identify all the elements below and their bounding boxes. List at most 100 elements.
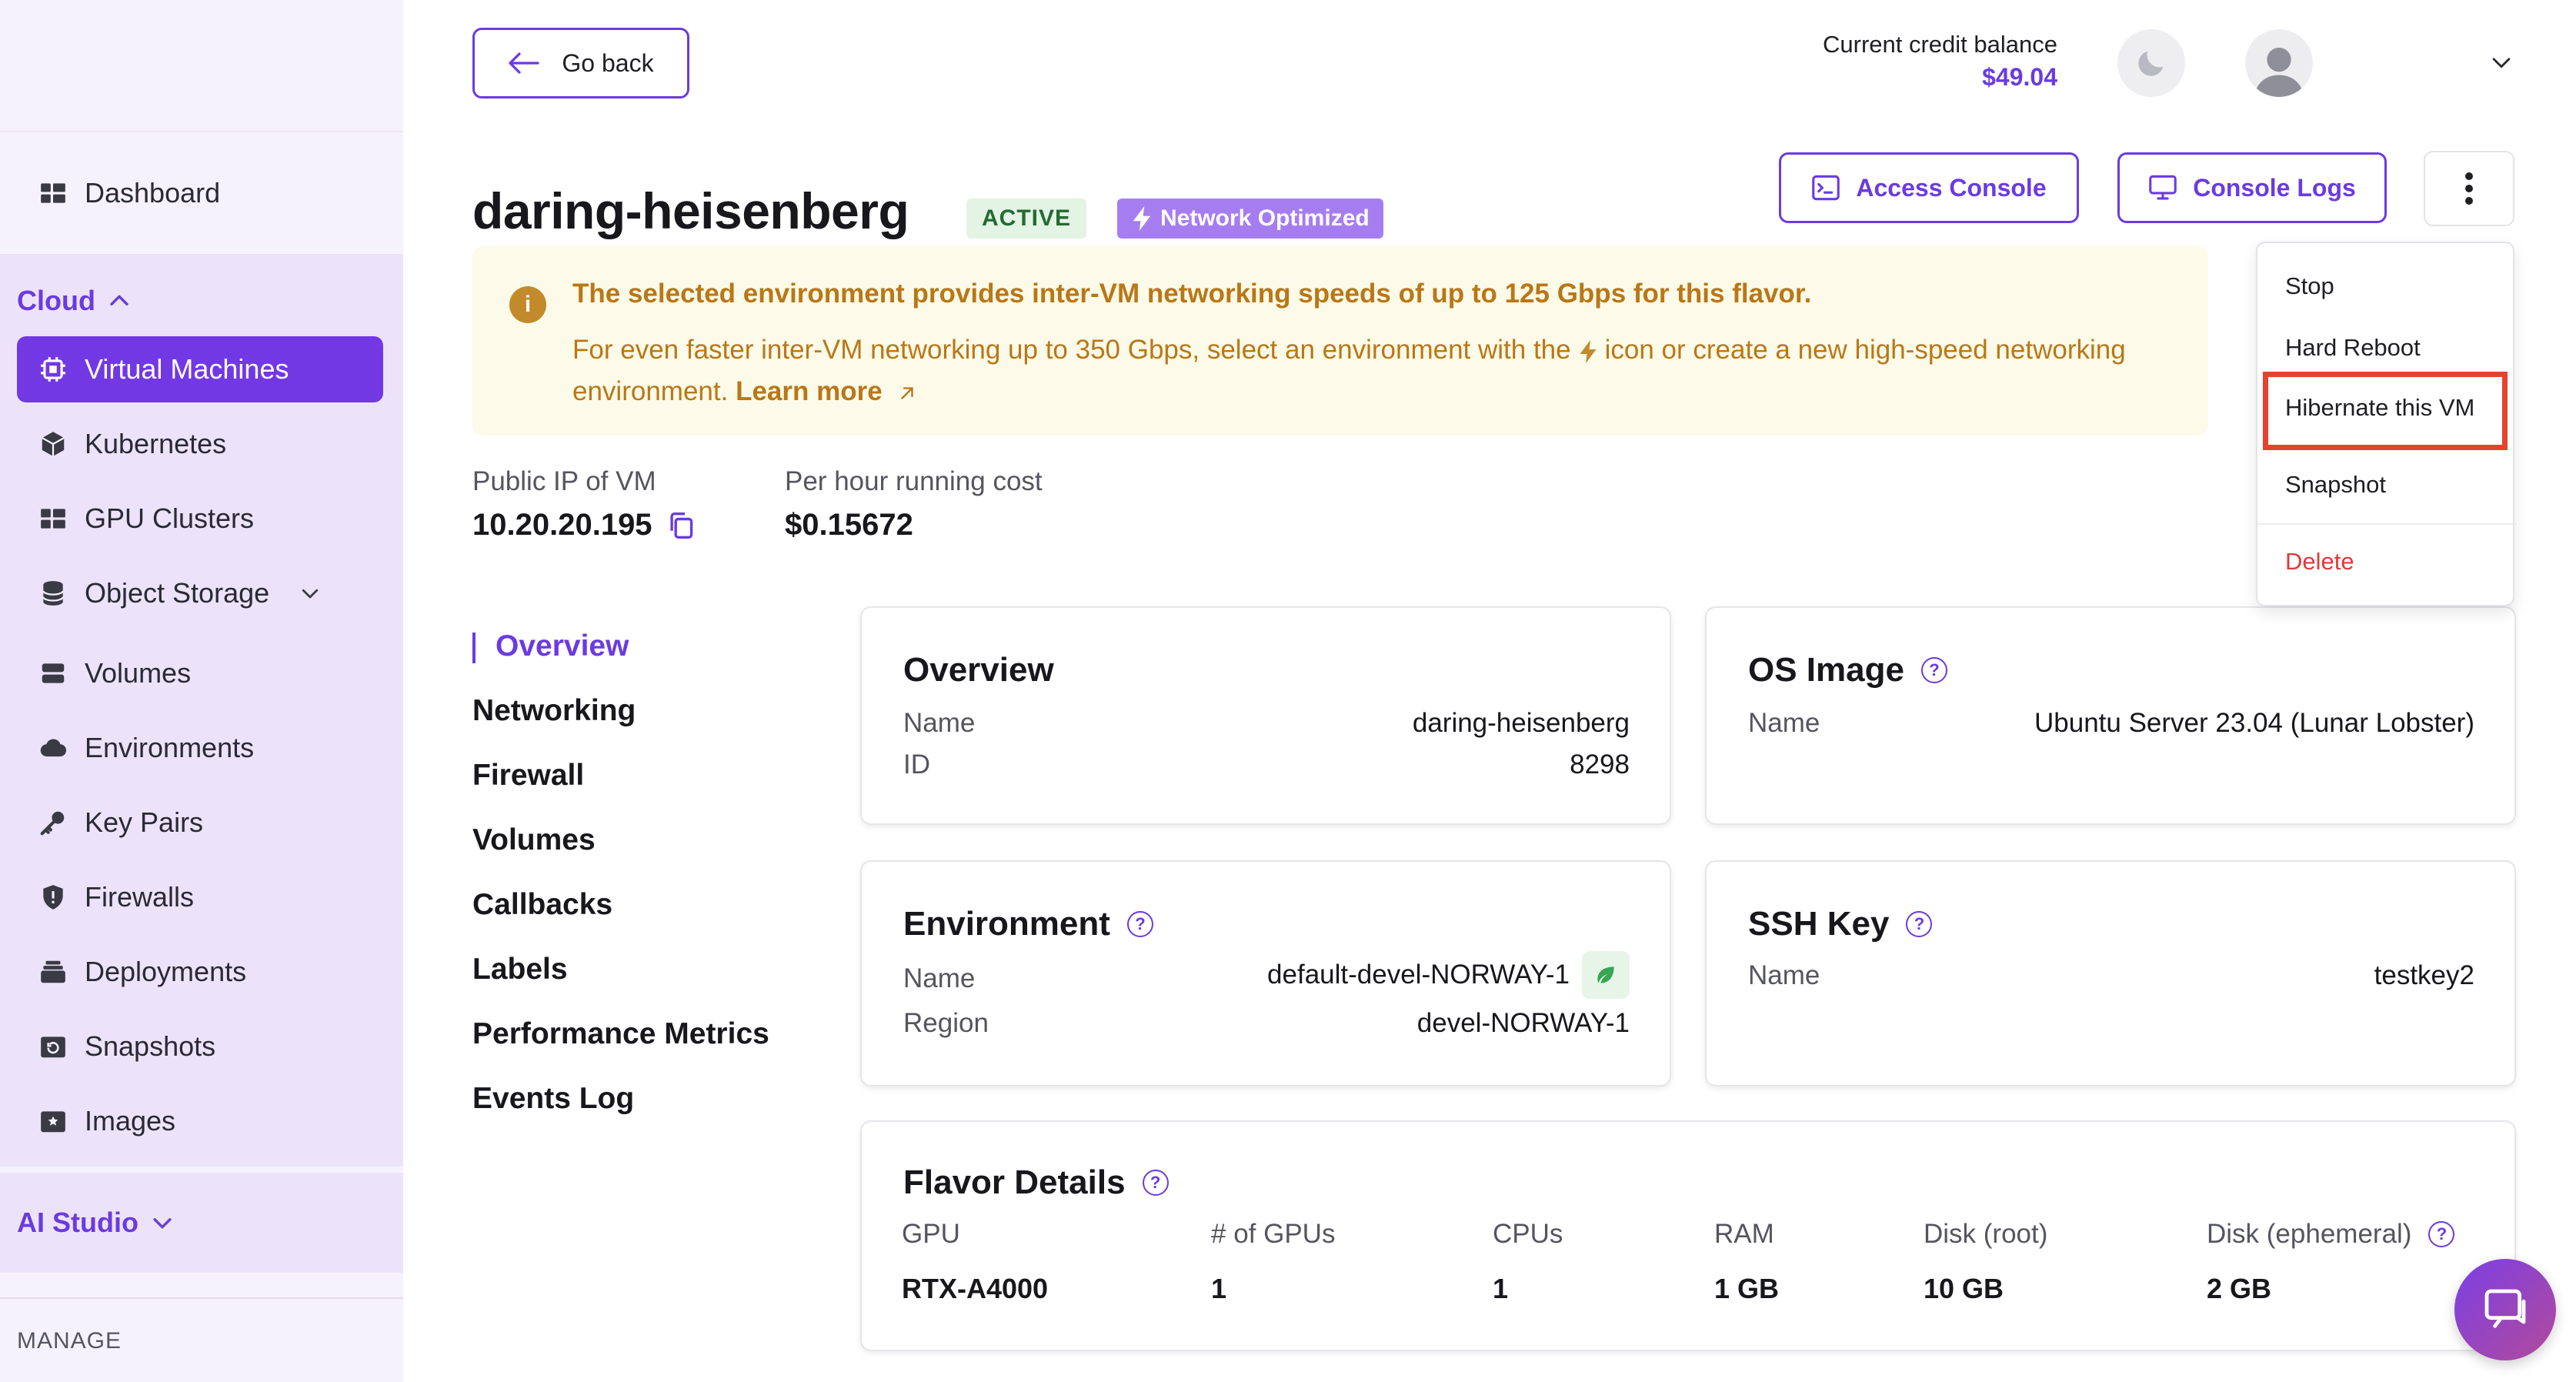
help-icon[interactable]: ? bbox=[2428, 1221, 2455, 1247]
user-menu-chevron-icon[interactable] bbox=[2488, 49, 2514, 75]
ssh-key-card-title: SSH Key ? bbox=[1748, 905, 1933, 943]
ai-studio-panel bbox=[0, 1173, 403, 1273]
menu-item-hibernate[interactable]: Hibernate this VM bbox=[2285, 394, 2475, 421]
sidebar-item-kubernetes[interactable]: Kubernetes bbox=[17, 411, 383, 477]
page-title: daring-heisenberg bbox=[472, 182, 909, 239]
public-ip-label: Public IP of VM bbox=[472, 466, 656, 496]
os-name-value: Ubuntu Server 23.04 (Lunar Lobster) bbox=[2034, 708, 2474, 738]
sidebar-item-label: Key Pairs bbox=[85, 806, 204, 838]
sidebar-item-snapshots[interactable]: Snapshots bbox=[17, 1013, 383, 1080]
nav-performance-metrics[interactable]: Performance Metrics bbox=[472, 1017, 769, 1050]
avatar[interactable] bbox=[2245, 29, 2313, 97]
sidebar-item-label: Kubernetes bbox=[85, 428, 227, 459]
sidebar-item-volumes[interactable]: Volumes bbox=[17, 640, 383, 706]
menu-item-hard-reboot[interactable]: Hard Reboot bbox=[2285, 334, 2421, 361]
chat-icon bbox=[2481, 1285, 2530, 1334]
ssh-name-value: testkey2 bbox=[2374, 960, 2474, 990]
nav-callbacks[interactable]: Callbacks bbox=[472, 888, 613, 921]
info-icon: i bbox=[509, 286, 546, 323]
user-icon bbox=[2254, 47, 2304, 97]
sidebar-item-label: Dashboard bbox=[85, 177, 221, 209]
network-optimized-label: Network Optimized bbox=[1160, 205, 1370, 231]
cloud-section-toggle[interactable]: Cloud bbox=[17, 285, 132, 317]
monitor-icon bbox=[2148, 175, 2177, 201]
lightning-icon bbox=[1579, 339, 1597, 364]
help-icon[interactable]: ? bbox=[1920, 657, 1947, 683]
environment-name: default-devel-NORWAY-1 bbox=[1267, 951, 1630, 999]
sidebar-item-label: Environments bbox=[85, 732, 255, 763]
sidebar-item-deployments[interactable]: Deployments bbox=[17, 939, 383, 1005]
sidebar-item-label: Virtual Machines bbox=[85, 353, 289, 385]
sidebar-item-label: Firewalls bbox=[85, 881, 195, 913]
sidebar-item-firewalls[interactable]: Firewalls bbox=[17, 864, 383, 930]
manage-section-label: MANAGE bbox=[17, 1328, 122, 1354]
nav-labels[interactable]: Labels bbox=[472, 953, 568, 986]
flavor-ram-value: 1 GB bbox=[1714, 1273, 1780, 1304]
access-console-button[interactable]: Access Console bbox=[1779, 152, 2079, 223]
credit-balance-label: Current credit balance bbox=[1823, 31, 2057, 58]
sidebar-item-gpu-clusters[interactable]: GPU Clusters bbox=[17, 486, 383, 552]
sidebar-item-label: Object Storage bbox=[85, 577, 270, 609]
flavor-details-title-label: Flavor Details bbox=[903, 1163, 1126, 1201]
more-vertical-icon bbox=[2464, 172, 2474, 205]
nav-volumes[interactable]: Volumes bbox=[472, 823, 596, 856]
vm-actions-menu: Stop Hard Reboot Hibernate this VM Snaps… bbox=[2256, 242, 2516, 606]
overview-name-label: Name bbox=[903, 708, 976, 738]
public-ip: 10.20.20.195 bbox=[472, 508, 694, 542]
sidebar-item-object-storage[interactable]: Object Storage bbox=[17, 560, 383, 626]
flavor-details-card-title: Flavor Details ? bbox=[903, 1163, 1169, 1202]
nav-networking[interactable]: Networking bbox=[472, 694, 636, 727]
banner-text: For even faster inter-VM networking up t… bbox=[572, 329, 2157, 412]
copy-icon[interactable] bbox=[668, 511, 694, 540]
network-optimized-badge: Network Optimized bbox=[1117, 199, 1383, 239]
menu-item-stop[interactable]: Stop bbox=[2285, 272, 2334, 299]
sidebar-item-label: Deployments bbox=[85, 956, 247, 987]
cube-icon bbox=[38, 429, 68, 459]
network-info-banner: i The selected environment provides inte… bbox=[472, 246, 2208, 436]
console-logs-button[interactable]: Console Logs bbox=[2117, 152, 2387, 223]
sidebar-item-label: Volumes bbox=[85, 657, 192, 689]
learn-more-link[interactable]: Learn more bbox=[736, 376, 917, 406]
help-icon[interactable]: ? bbox=[1126, 911, 1153, 937]
sidebar-item-virtual-machines[interactable]: Virtual Machines bbox=[17, 336, 383, 402]
ssh-key-title-label: SSH Key bbox=[1748, 905, 1890, 943]
banner-text-after: icon or create a new high-speed networki… bbox=[572, 335, 2126, 406]
cloud-section-panel bbox=[0, 254, 403, 1167]
sidebar-item-images[interactable]: Images bbox=[17, 1088, 383, 1154]
sidebar-item-dashboard[interactable]: Dashboard bbox=[17, 160, 383, 226]
ai-studio-label: AI Studio bbox=[17, 1207, 138, 1238]
arrow-left-icon bbox=[508, 52, 540, 75]
go-back-button[interactable]: Go back bbox=[472, 28, 689, 98]
flavor-gpu-count-value: 1 bbox=[1211, 1273, 1227, 1304]
os-image-title-label: OS Image bbox=[1748, 651, 1904, 689]
image-icon bbox=[38, 1107, 68, 1136]
nav-events-log[interactable]: Events Log bbox=[472, 1082, 635, 1115]
menu-item-snapshot[interactable]: Snapshot bbox=[2285, 471, 2386, 498]
more-actions-button[interactable] bbox=[2424, 151, 2514, 226]
nav-overview[interactable]: Overview bbox=[496, 629, 629, 663]
os-image-card-title: OS Image ? bbox=[1748, 651, 1947, 689]
overview-card: Overview Name daring-heisenberg ID 8298 bbox=[860, 606, 1671, 825]
theme-toggle-button[interactable] bbox=[2117, 29, 2185, 97]
flavor-gpu-count-label: # of GPUs bbox=[1211, 1219, 1336, 1249]
sidebar-divider bbox=[0, 1297, 403, 1299]
sidebar-item-label: Snapshots bbox=[85, 1030, 216, 1062]
ai-studio-section-toggle[interactable]: AI Studio bbox=[17, 1207, 175, 1239]
menu-item-delete[interactable]: Delete bbox=[2285, 548, 2354, 575]
ssh-key-card: SSH Key ? Name testkey2 bbox=[1705, 860, 2516, 1087]
flavor-gpu-value: RTX-A4000 bbox=[902, 1273, 1049, 1304]
flavor-cpus-value: 1 bbox=[1493, 1273, 1509, 1304]
help-icon[interactable]: ? bbox=[1142, 1170, 1169, 1196]
sidebar-item-environments[interactable]: Environments bbox=[17, 715, 383, 781]
server-icon bbox=[38, 659, 68, 688]
chat-support-button[interactable] bbox=[2454, 1259, 2556, 1360]
menu-divider bbox=[2257, 523, 2516, 525]
sidebar-item-label: Images bbox=[85, 1105, 176, 1137]
banner-title: The selected environment provides inter-… bbox=[572, 279, 1812, 309]
dashboard-icon bbox=[38, 179, 68, 208]
environment-name-value: default-devel-NORWAY-1 bbox=[1267, 960, 1570, 990]
sidebar-item-key-pairs[interactable]: Key Pairs bbox=[17, 789, 383, 856]
help-icon[interactable]: ? bbox=[1906, 911, 1933, 937]
chevron-up-icon bbox=[106, 288, 132, 314]
nav-firewall[interactable]: Firewall bbox=[472, 759, 585, 792]
